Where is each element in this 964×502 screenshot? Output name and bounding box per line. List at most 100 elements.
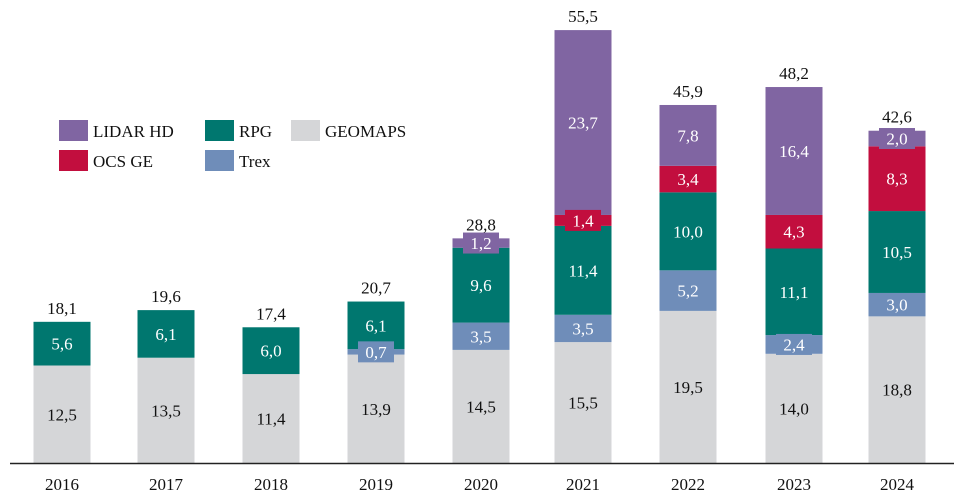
data-label-rpg-2021: 11,4 (568, 261, 598, 280)
labels-layer: 12,5 5,6 18,1 13,5 6,1 19,6 11,4 6,0 17,4 13,9 0,7… (47, 7, 915, 429)
label-patch-ocs-ge-2021 (565, 209, 601, 231)
legend-label-trex: Trex (239, 152, 271, 171)
data-label-lidar-hd-2023: 16,4 (779, 142, 809, 161)
total-label-2020: 28,8 (466, 215, 496, 234)
label-patch-trex-2019 (358, 341, 394, 363)
data-label-lidar-hd-2020: 1,2 (470, 234, 491, 253)
legend-item-ocs-ge: OCS GE (59, 150, 153, 171)
x-tick-label-2018: 2018 (254, 475, 288, 494)
data-label-lidar-hd-2021: 23,7 (568, 114, 598, 133)
legend-label-geomaps: GEOMAPS (325, 122, 406, 141)
data-label-trex-2022: 5,2 (677, 282, 698, 301)
bar-segment-geomaps-2022 (659, 310, 717, 463)
legend-item-trex: Trex (205, 150, 271, 171)
x-tick-label-2021: 2021 (566, 475, 600, 494)
data-label-geomaps-2021: 15,5 (568, 394, 598, 413)
data-label-geomaps-2019: 13,9 (361, 400, 391, 419)
bar-segment-lidar-hd-2023 (765, 87, 823, 215)
bar-segment-rpg-2024 (868, 211, 926, 293)
data-label-rpg-2018: 6,0 (260, 342, 281, 361)
x-tick-labels: 2016 2017 2018 2019 2020 2021 2022 2023 2024 (45, 475, 915, 494)
data-label-geomaps-2017: 13,5 (151, 401, 181, 420)
bar-segment-ocs-ge-2024 (868, 146, 926, 212)
data-label-ocs-ge-2024: 8,3 (886, 170, 907, 189)
data-label-geomaps-2018: 11,4 (256, 410, 286, 429)
x-tick-label-2016: 2016 (45, 475, 79, 494)
bar-segment-rpg-2023 (765, 248, 823, 336)
bars-layer (33, 30, 926, 463)
bar-segment-trex-2024 (868, 292, 926, 317)
data-label-rpg-2017: 6,1 (155, 325, 176, 344)
total-label-2024: 42,6 (882, 108, 912, 127)
label-patch-trex-2023 (776, 333, 812, 355)
data-label-lidar-hd-2022: 7,8 (677, 126, 698, 145)
data-label-ocs-ge-2021: 1,4 (572, 211, 594, 230)
data-label-geomaps-2016: 12,5 (47, 405, 77, 424)
data-label-rpg-2023: 11,1 (779, 283, 808, 302)
data-label-rpg-2022: 10,0 (673, 222, 703, 241)
bar-segment-ocs-ge-2023 (765, 214, 823, 249)
bar-segment-geomaps-2016 (33, 365, 91, 463)
bar-segment-rpg-2016 (33, 321, 91, 366)
data-label-trex-2020: 3,5 (470, 327, 491, 346)
x-tick-label-2019: 2019 (359, 475, 393, 494)
x-tick-label-2023: 2023 (777, 475, 811, 494)
bar-segment-trex-2021 (554, 314, 612, 343)
bar-segment-geomaps-2020 (452, 349, 510, 463)
legend-swatch-lidar-hd (59, 120, 88, 141)
total-label-2016: 18,1 (47, 299, 77, 318)
legend: LIDAR HD RPG GEOMAPS OCS GE Trex (59, 120, 406, 171)
bar-segment-rpg-2021 (554, 225, 612, 315)
total-label-2023: 48,2 (779, 64, 809, 83)
data-label-trex-2021: 3,5 (572, 319, 593, 338)
bar-segment-geomaps-2018 (242, 374, 300, 463)
legend-swatch-trex (205, 150, 234, 171)
legend-label-ocs-ge: OCS GE (93, 152, 153, 171)
total-label-2018: 17,4 (256, 304, 286, 323)
legend-label-lidar-hd: LIDAR HD (93, 122, 174, 141)
bar-segment-rpg-2017 (137, 310, 195, 358)
x-tick-label-2017: 2017 (149, 475, 184, 494)
legend-item-lidar-hd: LIDAR HD (59, 120, 174, 141)
total-label-2017: 19,6 (151, 287, 181, 306)
bar-segment-rpg-2018 (242, 327, 300, 375)
legend-swatch-geomaps (291, 120, 320, 141)
bar-segment-geomaps-2024 (868, 316, 926, 463)
x-tick-label-2020: 2020 (464, 475, 498, 494)
data-label-trex-2019: 0,7 (365, 343, 387, 362)
data-label-ocs-ge-2023: 4,3 (783, 223, 804, 242)
bar-segment-rpg-2020 (452, 247, 510, 323)
data-label-rpg-2024: 10,5 (882, 243, 912, 262)
legend-item-rpg: RPG (205, 120, 272, 141)
data-label-rpg-2020: 9,6 (470, 276, 491, 295)
bar-segment-ocs-ge-2022 (659, 165, 717, 193)
bar-segment-geomaps-2021 (554, 342, 612, 463)
x-tick-label-2022: 2022 (671, 475, 705, 494)
bar-segment-lidar-hd-2021 (554, 30, 612, 215)
label-patch-lidar-hd-2020 (463, 232, 499, 254)
legend-swatch-rpg (205, 120, 234, 141)
x-tick-label-2024: 2024 (880, 475, 915, 494)
total-label-2019: 20,7 (361, 279, 391, 298)
data-label-rpg-2019: 6,1 (365, 316, 386, 335)
bar-segment-rpg-2019 (347, 301, 405, 350)
bar-segment-geomaps-2019 (347, 354, 405, 463)
bar-segment-geomaps-2023 (765, 353, 823, 463)
bar-segment-trex-2020 (452, 322, 510, 350)
legend-item-geomaps: GEOMAPS (291, 120, 406, 141)
data-label-trex-2023: 2,4 (783, 335, 805, 354)
data-label-geomaps-2023: 14,0 (779, 399, 809, 418)
total-label-2021: 55,5 (568, 7, 598, 26)
bar-segment-trex-2022 (659, 270, 717, 311)
data-label-ocs-ge-2022: 3,4 (677, 170, 699, 189)
data-label-trex-2024: 3,0 (886, 296, 907, 315)
bar-segment-geomaps-2017 (137, 357, 195, 463)
data-label-lidar-hd-2024: 2,0 (886, 130, 907, 149)
legend-label-rpg: RPG (239, 122, 272, 141)
data-label-geomaps-2022: 19,5 (673, 378, 703, 397)
data-label-geomaps-2020: 14,5 (466, 397, 496, 416)
label-patch-lidar-hd-2024 (879, 128, 915, 150)
bar-segment-rpg-2022 (659, 192, 717, 271)
data-label-geomaps-2024: 18,8 (882, 381, 912, 400)
